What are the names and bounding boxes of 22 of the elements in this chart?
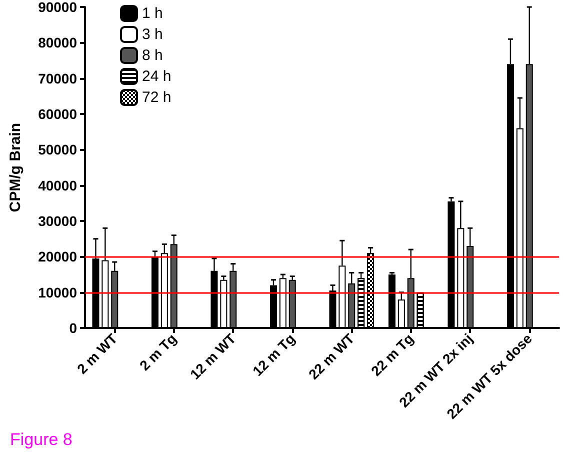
y-tick-label: 60000: [38, 106, 78, 122]
legend-label: 72 h: [142, 89, 172, 106]
x-tick-label: 12 m Tg: [249, 330, 298, 380]
legend-label: 3 h: [142, 26, 163, 43]
y-tick-label: 40000: [38, 177, 78, 194]
legend-label: 1 h: [142, 5, 163, 22]
y-tick-label: 10000: [38, 284, 78, 300]
y-tick-label: 80000: [38, 34, 78, 51]
y-axis-title: CPM/g Brain: [7, 122, 24, 212]
legend-label: 8 h: [142, 47, 163, 64]
caption: Figure 8: [10, 430, 72, 449]
legend-label: 24 h: [142, 68, 172, 85]
x-tick-label: 22 m WT: [305, 330, 358, 382]
y-tick-label: 0: [69, 320, 78, 336]
y-tick-label: 90000: [38, 0, 78, 15]
y-tick-label: 30000: [38, 213, 78, 229]
x-tick-label: 22 m Tg: [368, 330, 417, 380]
y-tick-label: 50000: [38, 142, 78, 158]
y-tick-label: 70000: [38, 70, 78, 86]
x-tick-label: 2 m Tg: [136, 330, 180, 374]
x-tick-label: 12 m WT: [186, 330, 240, 382]
y-tick-label: 20000: [38, 248, 78, 265]
